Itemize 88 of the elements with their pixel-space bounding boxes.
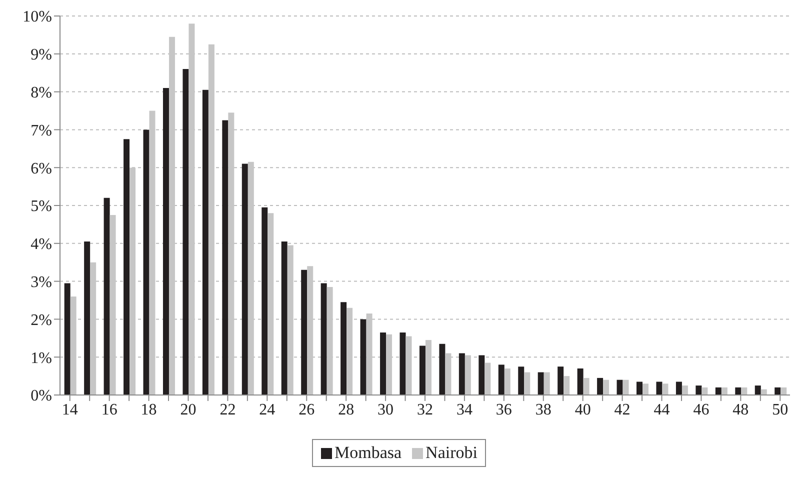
bar <box>735 387 742 395</box>
x-tick-label: 46 <box>693 401 710 418</box>
bar <box>603 380 610 395</box>
y-tick-label: 9% <box>30 46 52 64</box>
bar <box>380 332 386 395</box>
y-tick-label: 5% <box>30 198 52 216</box>
bar <box>715 387 722 395</box>
bar <box>202 90 208 395</box>
bar <box>439 344 446 395</box>
bar <box>702 387 708 395</box>
bar <box>616 380 623 395</box>
bar <box>597 378 604 395</box>
bar <box>406 336 412 395</box>
bar <box>222 120 228 395</box>
bar <box>326 286 333 395</box>
bar <box>162 88 169 395</box>
bar <box>538 372 544 395</box>
bar <box>281 242 288 395</box>
bar <box>696 386 702 395</box>
bar <box>478 355 485 395</box>
bar <box>458 353 465 395</box>
x-tick-label: 36 <box>496 401 512 418</box>
bar <box>544 372 550 395</box>
bar <box>577 368 584 395</box>
bar <box>64 283 70 395</box>
y-tick-label: 0% <box>30 388 52 405</box>
y-tick-label: 2% <box>30 312 52 329</box>
x-tick-label: 16 <box>101 401 118 418</box>
x-tick-label: 34 <box>456 401 472 418</box>
legend-label: Nairobi <box>424 443 478 463</box>
x-tick-label: 38 <box>535 401 552 418</box>
bar <box>583 378 590 395</box>
x-tick-label: 26 <box>298 401 315 418</box>
bar <box>400 332 406 395</box>
x-tick-label: 50 <box>772 401 788 418</box>
x-tick-label: 14 <box>62 401 78 418</box>
legend-label: Mombasa <box>334 443 402 463</box>
bar <box>662 384 668 395</box>
bar <box>721 387 728 395</box>
y-tick-label: 6% <box>30 160 52 178</box>
bar <box>182 69 189 395</box>
bar <box>268 213 274 395</box>
bar <box>84 242 90 395</box>
bar <box>262 207 268 395</box>
y-tick-label: 8% <box>30 84 52 102</box>
x-tick-label: 44 <box>654 401 670 418</box>
x-tick-label: 32 <box>417 401 433 418</box>
bar <box>360 319 366 395</box>
bar <box>676 382 682 395</box>
y-tick-label: 7% <box>30 122 52 140</box>
bar <box>124 139 130 395</box>
x-tick-label: 42 <box>614 401 630 418</box>
bar <box>484 362 491 395</box>
bar <box>754 386 761 395</box>
x-tick-label: 24 <box>259 401 276 418</box>
x-tick-label: 20 <box>180 401 196 418</box>
bar <box>524 372 530 395</box>
x-tick-label: 28 <box>338 401 354 418</box>
x-tick-label: 48 <box>732 401 749 418</box>
bar <box>642 384 649 395</box>
bar <box>774 387 781 395</box>
bar <box>518 366 524 395</box>
bar <box>656 382 662 395</box>
bar <box>558 366 564 395</box>
bar <box>741 387 748 395</box>
y-tick-label: 10% <box>22 8 52 26</box>
bar <box>419 346 426 395</box>
x-tick-label: 30 <box>378 401 394 418</box>
bar <box>636 382 643 395</box>
bar <box>320 283 327 395</box>
bar <box>464 355 471 395</box>
y-tick-label: 3% <box>30 274 52 291</box>
bar <box>622 380 629 395</box>
bar <box>564 376 570 395</box>
bar <box>143 130 150 395</box>
bar <box>340 302 347 395</box>
bar <box>242 164 248 395</box>
bar <box>301 270 308 395</box>
y-tick-label: 4% <box>30 236 52 254</box>
x-tick-label: 40 <box>574 401 591 418</box>
x-tick-label: 22 <box>220 401 236 418</box>
bar <box>498 364 504 395</box>
x-tick-label: 18 <box>140 401 157 418</box>
bar <box>780 387 787 395</box>
y-tick-label: 1% <box>30 350 52 367</box>
bar <box>504 368 510 395</box>
bar <box>104 198 110 395</box>
bar <box>682 386 688 395</box>
